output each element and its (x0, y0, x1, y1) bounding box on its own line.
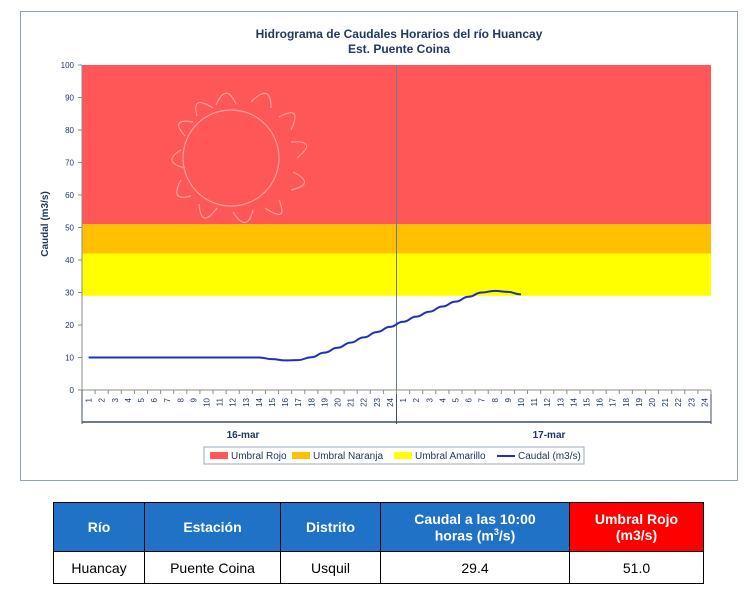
series-line-caudal (88, 289, 522, 362)
y-tick-label: 60 (65, 191, 74, 200)
header-estacion: Estación (144, 502, 281, 552)
sun-watermark-icon (171, 92, 308, 224)
x-tick-labels: 1 2 3 4 5 6 7 8 9 10 11 12 13 14 15 16 17 18 19 20 21 22 23 24 1… (85, 390, 712, 407)
x-tick-label: 4 (438, 397, 447, 402)
header-umbral-line1: Umbral Rojo (594, 511, 679, 527)
x-tick-label: 24 (700, 397, 709, 406)
chart-title: Hidrograma de Caudales Horarios del río … (256, 27, 543, 41)
x-tick-label: 22 (360, 397, 369, 406)
header-caudal-line1: Caudal a las 10:00 (414, 510, 536, 527)
header-caudal: Caudal a las 10:00 horas (m3/s) (380, 502, 570, 552)
x-tick-label: 11 (216, 397, 225, 406)
x-tick-label: 4 (124, 397, 133, 402)
x-tick-label: 5 (137, 397, 146, 402)
x-tick-label: 19 (320, 397, 329, 406)
header-distrito: Distrito (280, 502, 381, 552)
x-tick-label: 3 (425, 397, 434, 402)
header-caudal-line2-pre: horas (m (434, 527, 494, 544)
x-tick-label: 22 (674, 397, 683, 406)
header-umbral-line2: (m3/s) (615, 527, 658, 543)
cell-umbral: 51.0 (569, 551, 704, 584)
x-tick-label: 16 (596, 397, 605, 406)
x-tick-label: 18 (307, 397, 316, 406)
y-tick-label: 20 (65, 321, 74, 330)
x-tick-label: 9 (189, 397, 198, 402)
x-tick-label: 14 (569, 397, 578, 406)
y-tick-labels: 0 10 20 30 40 50 60 70 80 90 100 (61, 61, 82, 395)
x-tick-label: 11 (530, 397, 539, 406)
y-tick-label: 80 (65, 126, 74, 135)
y-tick-label: 0 (70, 386, 75, 395)
header-umbral-rojo: Umbral Rojo (m3/s) (569, 502, 704, 552)
x-tick-label: 18 (622, 397, 631, 406)
cell-distrito: Usquil (280, 551, 381, 584)
y-tick-label: 70 (65, 159, 74, 168)
series (88, 289, 522, 362)
x-tick-label: 7 (163, 397, 172, 402)
header-rio: Río (53, 502, 145, 552)
x-tick-label: 8 (491, 397, 500, 402)
header-caudal-sup: 3 (493, 526, 499, 537)
table-row: Huancay Puente Coina Usquil 29.4 51.0 (53, 551, 704, 584)
x-tick-label: 1 (399, 397, 408, 402)
day-label-1: 16-mar (227, 430, 260, 441)
x-tick-label: 6 (150, 397, 159, 402)
station-info-table: Río Estación Distrito Caudal a las 10:00… (53, 502, 704, 584)
x-tick-label: 23 (373, 397, 382, 406)
x-tick-label: 2 (412, 397, 421, 402)
chart-frame: Hidrograma de Caudales Horarios del río … (20, 11, 738, 481)
x-tick-label: 17 (609, 397, 618, 406)
x-tick-label: 8 (176, 397, 185, 402)
x-tick-label: 12 (229, 397, 238, 406)
y-tick-label: 90 (65, 94, 74, 103)
day-label-2: 17-mar (533, 430, 566, 441)
x-tick-label: 19 (635, 397, 644, 406)
cell-estacion: Puente Coina (144, 551, 281, 584)
x-tick-label: 15 (583, 397, 592, 406)
legend-swatch-rojo (210, 452, 228, 459)
x-tick-label: 16 (281, 397, 290, 406)
x-tick-label: 10 (202, 397, 211, 406)
header-caudal-line2-post: /s) (498, 527, 516, 544)
y-tick-label: 40 (65, 256, 74, 265)
y-tick-label: 100 (61, 61, 75, 70)
x-tick-label: 14 (255, 397, 264, 406)
x-tick-label: 13 (242, 397, 251, 406)
x-tick-label: 20 (334, 397, 343, 406)
legend-label-caudal: Caudal (m3/s) (518, 451, 581, 462)
chart-subtitle: Est. Puente Coina (348, 42, 450, 56)
x-tick-label: 6 (465, 397, 474, 402)
x-tick-label: 1 (85, 397, 94, 402)
x-tick-label: 3 (111, 397, 120, 402)
x-tick-label: 17 (294, 397, 303, 406)
hydrograph-chart: Hidrograma de Caudales Horarios del río … (40, 27, 712, 465)
x-tick-label: 2 (98, 397, 107, 402)
y-tick-label: 30 (65, 289, 74, 298)
legend-label-rojo: Umbral Rojo (231, 451, 287, 462)
y-axis-label: Caudal (m3/s) (40, 191, 51, 257)
table-header-row: Río Estación Distrito Caudal a las 10:00… (53, 502, 704, 552)
x-tick-label: 15 (268, 397, 277, 406)
x-tick-label: 21 (347, 397, 356, 406)
x-tick-label: 5 (451, 397, 460, 402)
legend-label-amarillo: Umbral Amarillo (415, 451, 486, 462)
x-tick-label: 24 (386, 397, 395, 406)
cell-caudal: 29.4 (380, 551, 570, 584)
x-tick-label: 10 (517, 397, 526, 406)
x-tick-label: 20 (648, 397, 657, 406)
legend-label-naranja: Umbral Naranja (313, 451, 383, 462)
legend-swatch-naranja (292, 452, 310, 459)
y-tick-label: 10 (65, 354, 74, 363)
x-tick-label: 9 (504, 397, 513, 402)
x-tick-label: 12 (543, 397, 552, 406)
legend: Umbral Rojo Umbral Naranja Umbral Amaril… (203, 446, 585, 465)
x-tick-label: 13 (556, 397, 565, 406)
x-tick-label: 7 (478, 397, 487, 402)
cell-rio: Huancay (53, 551, 145, 584)
y-tick-label: 50 (65, 224, 74, 233)
x-tick-label: 21 (661, 397, 670, 406)
x-tick-label: 23 (687, 397, 696, 406)
legend-swatch-amarillo (394, 452, 412, 459)
